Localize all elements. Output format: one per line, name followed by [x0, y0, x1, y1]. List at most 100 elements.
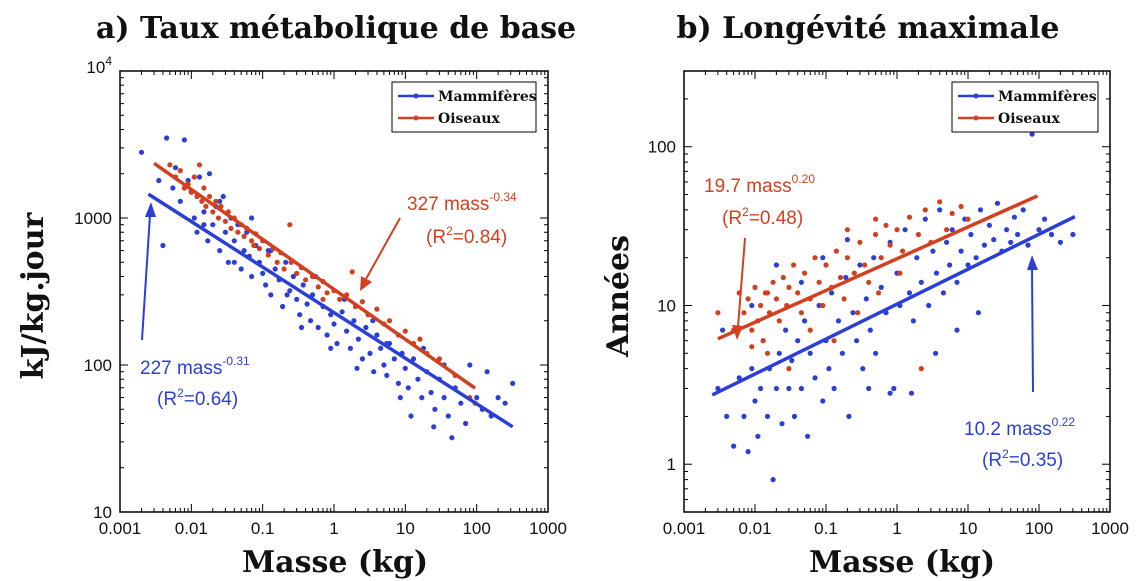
y-tick-label: 10: [657, 296, 676, 315]
data-point: [463, 421, 468, 426]
data-point: [799, 280, 804, 285]
data-point: [273, 266, 278, 271]
data-point: [954, 328, 959, 333]
data-point: [832, 338, 837, 343]
data-point: [210, 209, 215, 214]
data-point: [937, 207, 942, 212]
data-point: [268, 292, 273, 297]
data-point: [868, 328, 873, 333]
data-point: [845, 237, 850, 242]
data-point: [197, 174, 202, 179]
data-point: [384, 373, 389, 378]
panel-b-birds-equation: 19.7 mass0.20: [704, 172, 815, 197]
data-point: [367, 351, 372, 356]
panel-b-legend-mammals-label: Mammifères: [998, 89, 1097, 105]
data-point: [294, 271, 299, 276]
data-point: [1012, 215, 1017, 220]
data-point: [239, 266, 244, 271]
data-point: [396, 381, 401, 386]
x-tick-label: 0.1: [814, 519, 838, 538]
y-tick-label: 100: [84, 356, 112, 375]
panel-b-plot-frame: [684, 71, 1110, 512]
panel-b-legend-birds-label: Oiseaux: [998, 111, 1061, 127]
data-point: [792, 414, 797, 419]
data-point: [282, 266, 287, 271]
panel-a-xlabel: Masse (kg): [242, 545, 428, 580]
data-point: [417, 337, 422, 342]
data-point: [216, 215, 221, 220]
data-point: [965, 217, 970, 222]
x-tick-label: 0.1: [251, 519, 275, 538]
x-tick-label: 1: [329, 519, 338, 538]
data-point: [223, 230, 228, 235]
data-point: [771, 477, 776, 482]
data-point: [891, 386, 896, 391]
data-point: [197, 162, 202, 167]
x-tick-label: 100: [1025, 519, 1053, 538]
data-point: [360, 356, 365, 361]
data-point: [879, 255, 884, 260]
data-point: [415, 377, 420, 382]
panel-a: a) Taux métabolique de base kJ/kg.jour M…: [16, 11, 576, 580]
data-point: [826, 366, 831, 371]
data-point: [467, 362, 472, 367]
data-point: [294, 297, 299, 302]
panel-b-ylabel: Années: [601, 235, 636, 358]
data-point: [959, 204, 964, 209]
data-point: [308, 318, 313, 323]
data-point: [808, 351, 813, 356]
data-point: [774, 262, 779, 267]
panel-a-birds-equation: 327 mass-0.34: [407, 190, 517, 215]
data-point: [907, 215, 912, 220]
panel-b-title: b) Longévité maximale: [677, 11, 1060, 46]
data-point: [217, 248, 222, 253]
data-point: [919, 366, 924, 371]
data-point: [431, 424, 436, 429]
x-tick-label: 10: [959, 519, 978, 538]
data-point: [192, 174, 197, 179]
data-point: [363, 325, 368, 330]
data-point: [348, 346, 353, 351]
panel-a-birds-annotation: 327 mass-0.34 (R2=0.84): [360, 190, 517, 291]
data-point: [139, 150, 144, 155]
data-point: [923, 207, 928, 212]
data-point: [817, 280, 822, 285]
data-point: [205, 238, 210, 243]
panel-b-mammals-r2: (R2=0.35): [982, 447, 1063, 471]
data-point: [866, 280, 871, 285]
data-point: [374, 307, 379, 312]
data-point: [392, 356, 397, 361]
x-tick-label: 0.001: [663, 519, 706, 538]
data-point: [305, 301, 310, 306]
data-point: [1008, 240, 1013, 245]
data-point: [808, 328, 813, 333]
data-point: [371, 369, 376, 374]
y-tick-label: 10: [93, 503, 112, 522]
x-tick-label: 1000: [529, 519, 567, 538]
data-point: [802, 318, 807, 323]
panel-a-birds-arrow: [366, 218, 400, 279]
data-point: [777, 351, 782, 356]
data-point: [263, 282, 268, 287]
data-point: [791, 262, 796, 267]
data-point: [408, 413, 413, 418]
panel-a-mammals-arrow: [142, 215, 150, 340]
data-point: [919, 280, 924, 285]
data-point: [862, 262, 867, 267]
data-point: [260, 271, 265, 276]
data-point: [950, 211, 955, 216]
data-point: [301, 282, 306, 287]
x-tick-label: 0.01: [738, 519, 771, 538]
data-point: [937, 199, 942, 204]
panel-b-mammals-equation: 10.2 mass0.22: [964, 415, 1075, 440]
data-point: [820, 255, 825, 260]
panel-a-legend-birds-marker: [414, 116, 419, 121]
data-point: [838, 275, 843, 280]
data-point: [873, 232, 878, 237]
data-point: [503, 401, 508, 406]
data-point: [403, 366, 408, 371]
x-tick-label: 10: [396, 519, 415, 538]
panel-b-legend-birds-marker: [974, 116, 979, 121]
data-point: [907, 290, 912, 295]
data-point: [944, 240, 949, 245]
